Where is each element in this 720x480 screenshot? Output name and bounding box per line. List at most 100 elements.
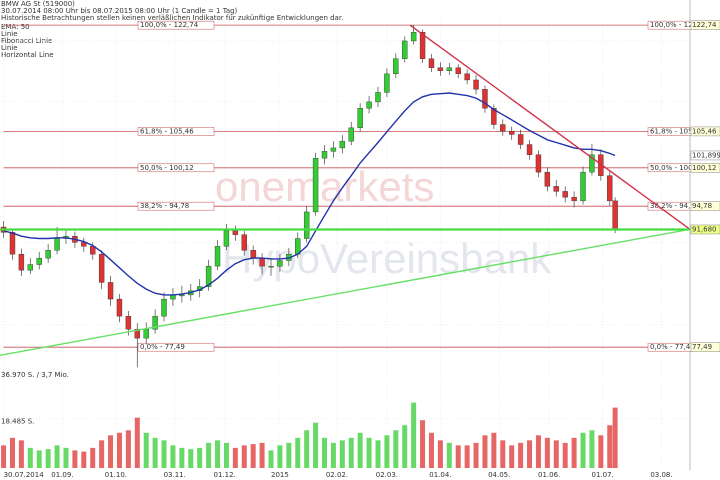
volume-bar xyxy=(125,430,131,468)
candle-body xyxy=(526,144,533,155)
fibonacci-label-box xyxy=(137,201,215,211)
volume-bar xyxy=(384,435,390,468)
trend-line xyxy=(409,24,691,230)
x-tick-label: 01.10. xyxy=(105,471,127,479)
candle-body xyxy=(268,265,274,268)
volume-bar xyxy=(197,447,203,468)
volume-bar xyxy=(72,450,78,468)
price-label-box xyxy=(690,126,720,137)
volume-bar xyxy=(286,442,292,468)
volume-bar xyxy=(500,440,506,468)
volume-bar xyxy=(152,437,158,468)
x-tick-label: 01.04. xyxy=(429,471,451,479)
volume-bar xyxy=(562,442,568,468)
price-label: 122,74 xyxy=(692,21,717,29)
fibonacci-label: 100,0% - 122,74 xyxy=(140,21,199,29)
fibonacci-label-box xyxy=(647,342,720,352)
disclaimer: Historische Betrachtungen stellen keinen… xyxy=(1,14,343,22)
volume-bar xyxy=(116,432,122,468)
candle-body xyxy=(357,108,363,129)
volume-bar xyxy=(81,451,87,468)
price-label: 100,12 xyxy=(692,164,717,172)
volume-bar xyxy=(455,445,461,468)
fibonacci-label-box xyxy=(647,163,720,173)
price-label-box xyxy=(690,201,720,211)
candle-body xyxy=(410,32,417,42)
price-label: 101,8998 xyxy=(692,151,720,159)
candle-body xyxy=(161,298,167,317)
volume-bar xyxy=(411,402,417,468)
volume-bar xyxy=(366,437,372,468)
candle-body xyxy=(446,67,453,71)
fibonacci-label: 50,0% - 100,12 xyxy=(650,164,704,172)
volume-bar xyxy=(580,432,586,468)
volume-bar xyxy=(232,447,238,468)
candle-body xyxy=(437,67,444,71)
candle-body xyxy=(535,154,542,173)
volume-bar xyxy=(304,430,310,468)
x-tick-label: 02.03. xyxy=(376,471,398,479)
trend-line xyxy=(0,228,691,356)
candle-body xyxy=(54,238,60,251)
fibonacci-label: 38,2% - 94,78 xyxy=(650,202,699,210)
legend-entry: Linie xyxy=(1,44,18,52)
ema-line xyxy=(3,92,616,296)
price-label-box xyxy=(690,224,720,235)
candle-body xyxy=(241,234,247,251)
volume-bar xyxy=(527,440,533,468)
candle-body xyxy=(223,230,230,247)
candle-body xyxy=(500,124,506,132)
candle-body xyxy=(134,329,140,339)
candle-body xyxy=(482,89,488,109)
candle-body xyxy=(375,92,381,103)
volume-tick-label: 18.485 S. xyxy=(1,418,34,426)
volume-bar xyxy=(223,442,229,468)
volume-bar xyxy=(295,437,301,468)
candle-body xyxy=(232,230,239,235)
price-label-box xyxy=(690,150,720,161)
volume-bar xyxy=(90,447,96,468)
candle-body xyxy=(419,32,426,59)
volume-bar xyxy=(241,445,247,468)
fibonacci-label-box xyxy=(137,127,215,136)
fibonacci-label: 0,0% - 77,49 xyxy=(140,343,185,351)
price-label-box xyxy=(690,342,720,352)
volume-bar xyxy=(598,435,604,468)
volume-bar xyxy=(420,420,426,468)
candle-body xyxy=(366,101,372,109)
volume-bar xyxy=(179,447,185,468)
candle-body xyxy=(330,147,337,152)
volume-bar xyxy=(45,449,51,468)
volume-bar xyxy=(268,450,274,468)
volume-bar xyxy=(509,445,515,468)
volume-bar xyxy=(589,430,595,468)
candle-body xyxy=(125,315,132,330)
candle-body xyxy=(580,171,586,202)
volume-bar xyxy=(161,440,167,468)
candle-body xyxy=(214,246,221,267)
volume-bar xyxy=(437,440,443,468)
volume-bar xyxy=(571,437,577,468)
candle-body xyxy=(321,151,328,159)
candle-body xyxy=(143,329,149,339)
candle-body xyxy=(259,257,265,267)
volume-bar xyxy=(330,442,336,468)
candle-body xyxy=(571,197,577,202)
candle-body xyxy=(517,134,524,145)
volume-bar xyxy=(134,417,140,468)
candle-body xyxy=(81,242,87,247)
candle-body xyxy=(612,200,618,230)
legend-entry: Horizontal Line xyxy=(1,51,54,59)
candle-body xyxy=(277,260,283,267)
volume-bar xyxy=(143,432,149,468)
candle-body xyxy=(473,79,479,90)
volume-bar xyxy=(482,435,488,468)
fibonacci-label-box xyxy=(137,342,215,352)
fibonacci-label: 61,8% - 105,46 xyxy=(650,127,704,135)
fibonacci-label-box xyxy=(137,163,215,173)
x-tick-label: 2015 xyxy=(271,471,289,479)
candle-body xyxy=(27,264,34,271)
candle-body xyxy=(152,315,158,330)
